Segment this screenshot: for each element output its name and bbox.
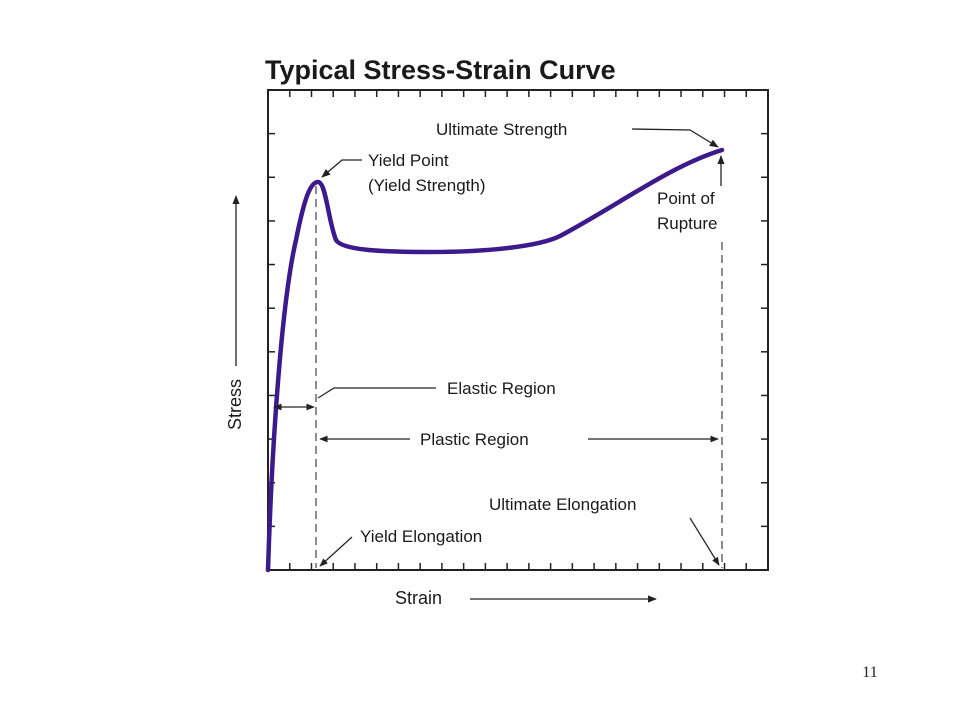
diagram-title: Typical Stress-Strain Curve [265, 55, 616, 85]
plot-frame [267, 89, 769, 571]
yield-strength-label: (Yield Strength) [368, 176, 485, 195]
x-axis-label: Strain [395, 588, 442, 608]
yield-point-label: Yield Point [368, 151, 449, 170]
ultimate-strength-label: Ultimate Strength [436, 120, 567, 139]
yield-elongation-arrow [319, 536, 353, 567]
rupture-label: Rupture [657, 214, 717, 233]
ultimate-strength-arrow [631, 128, 719, 148]
point-of-rupture-label: Point of [657, 189, 715, 208]
ultimate-elongation-label: Ultimate Elongation [489, 495, 636, 514]
elastic-region-leader [317, 387, 436, 399]
yield-point-arrow [321, 159, 362, 178]
stress-strain-curve [265, 147, 725, 573]
y-axis-label: Stress [225, 379, 245, 430]
yield-elongation-label: Yield Elongation [360, 527, 482, 546]
elastic-region-label: Elastic Region [447, 379, 556, 398]
plastic-region-label: Plastic Region [420, 430, 529, 449]
page-number: 11 [862, 664, 878, 681]
ultimate-elongation-arrow [689, 517, 720, 566]
